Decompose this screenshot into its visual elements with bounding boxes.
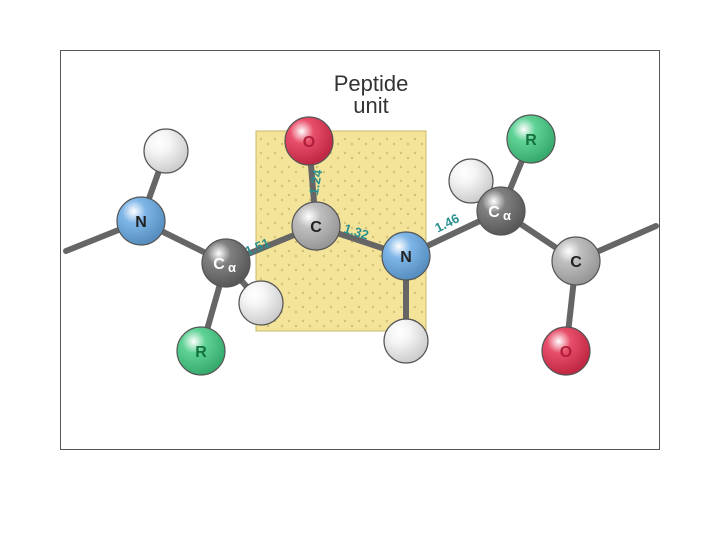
atom-label-O_far: O (560, 344, 572, 361)
atom-Ca_left (202, 239, 250, 287)
molecule-svg: Peptideunit1.511.241.321.46NCαRCONCαRCO (61, 51, 661, 451)
atom-Ca_right (477, 187, 525, 235)
atom-label-N_mid: N (400, 249, 412, 266)
atom-label-C_mid: C (310, 219, 322, 236)
svg-text:C: C (213, 256, 225, 273)
atom-H_top_left (144, 129, 188, 173)
atom-label-C_far: C (570, 254, 582, 271)
atom-label-R_right: R (525, 132, 537, 149)
atom-H_N_mid (384, 319, 428, 363)
svg-text:α: α (228, 260, 236, 275)
page: Peptideunit1.511.241.321.46NCαRCONCαRCO (0, 0, 720, 540)
atom-H_Ca_left (239, 281, 283, 325)
atom-label-O_mid: O (303, 134, 315, 151)
svg-text:C: C (488, 204, 500, 221)
diagram-title-line2: unit (353, 93, 388, 118)
diagram-canvas: Peptideunit1.511.241.321.46NCαRCONCαRCO (60, 50, 660, 450)
atom-label-N_left: N (135, 214, 147, 231)
svg-text:α: α (503, 208, 511, 223)
atom-label-R_left: R (195, 344, 207, 361)
